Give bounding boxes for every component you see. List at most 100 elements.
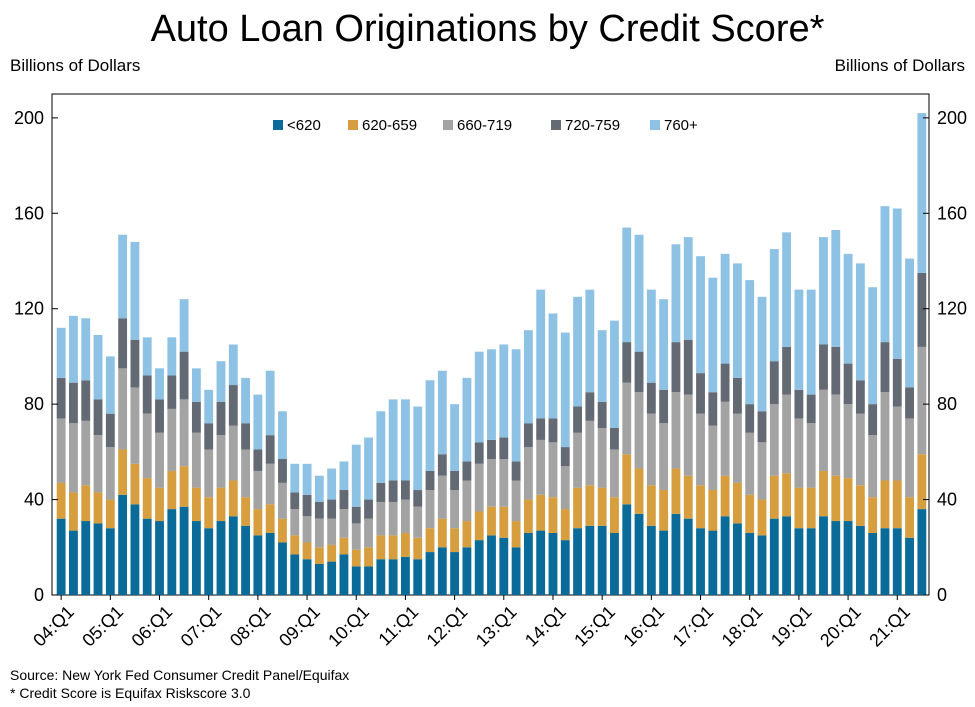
bar-segment-06-Q2-s4: [167, 337, 177, 376]
legend: <620 620-659 660-719 720-759 760+: [273, 117, 698, 134]
bar-segment-16-Q2-s1: [659, 490, 669, 531]
bar-segment-09-Q1-s0: [302, 559, 312, 595]
y-tick-label-right: 200: [937, 108, 967, 128]
legend-label-4: 760+: [664, 117, 698, 134]
bar-segment-05-Q1-s4: [105, 356, 115, 414]
bar-segment-20-Q4-s3: [880, 342, 890, 393]
bar-segment-12-Q2-s0: [462, 547, 472, 595]
bar-segment-08-Q1-s1: [253, 509, 263, 536]
bar-segment-12-Q3-s0: [474, 540, 484, 595]
bar-segment-11-Q1-s0: [401, 556, 410, 595]
bar-segment-10-Q3-s3: [376, 482, 386, 502]
bar-segment-04-Q3-s0: [81, 521, 91, 595]
bar-segment-04-Q1-s2: [56, 418, 66, 483]
bar-segment-11-Q2-s4: [413, 406, 423, 491]
x-tick-label: 19:Q1: [767, 602, 816, 651]
source-note: Source: New York Fed Consumer Credit Pan…: [10, 667, 350, 683]
bar-segment-12-Q2-s1: [462, 521, 472, 548]
bar-segment-20-Q4-s0: [880, 528, 890, 595]
bar-segment-05-Q4-s4: [142, 337, 152, 376]
bar-segment-20-Q1-s1: [843, 478, 853, 522]
bar-segment-20-Q1-s3: [843, 363, 853, 405]
bar-segment-21-Q2-s2: [905, 418, 914, 498]
bar-segment-19-Q4-s2: [831, 394, 841, 476]
bar-segment-20-Q4-s2: [880, 392, 890, 481]
bar-segment-13-Q2-s3: [511, 461, 521, 481]
bar-segment-06-Q4-s3: [191, 401, 201, 433]
bar-segment-17-Q2-s1: [708, 490, 718, 531]
bar-segment-21-Q3-s2: [917, 346, 927, 455]
x-tick-label: 14:Q1: [521, 602, 570, 651]
bar-segment-09-Q1-s4: [302, 463, 312, 495]
bar-segment-10-Q2-s1: [364, 547, 373, 567]
bar-segment-08-Q4-s3: [290, 492, 300, 510]
bar-segment-07-Q1-s3: [204, 423, 214, 450]
x-tick-label: 17:Q1: [669, 602, 718, 651]
bar-segment-14-Q3-s2: [573, 432, 582, 488]
bar-segment-08-Q1-s2: [253, 470, 263, 510]
x-tick-label: 09:Q1: [275, 602, 324, 651]
bar-segment-08-Q1-s4: [253, 394, 263, 450]
y-tick-label-left: 160: [14, 203, 44, 223]
bar-segment-12-Q4-s3: [487, 439, 496, 460]
bar-segment-16-Q2-s3: [659, 389, 669, 424]
bar-segment-04-Q4-s0: [93, 523, 103, 595]
bar-segment-09-Q2-s2: [314, 518, 324, 548]
legend-label-0: <620: [287, 117, 321, 134]
bar-segment-20-Q3-s3: [868, 404, 878, 436]
bar-segment-08-Q2-s4: [265, 370, 275, 436]
bar-segment-07-Q3-s1: [228, 480, 238, 517]
legend-swatch-2: [443, 120, 453, 130]
bar-segment-18-Q4-s2: [782, 394, 792, 474]
bar-segment-14-Q3-s1: [573, 487, 582, 529]
bar-segment-04-Q3-s1: [81, 485, 91, 522]
bar-segment-16-Q3-s2: [671, 392, 681, 469]
bar-segment-06-Q4-s1: [191, 487, 201, 522]
bar-segment-14-Q2-s4: [560, 332, 570, 448]
bars-layer: [56, 113, 927, 595]
bar-segment-17-Q4-s4: [732, 263, 742, 378]
bar-segment-05-Q3-s0: [130, 504, 140, 595]
bar-segment-10-Q3-s1: [376, 535, 386, 560]
bar-segment-07-Q4-s4: [241, 377, 251, 424]
bar-segment-19-Q4-s0: [831, 521, 841, 595]
bar-segment-16-Q4-s1: [683, 475, 693, 519]
legend-label-1: 620-659: [362, 117, 417, 134]
bar-segment-08-Q4-s1: [290, 535, 300, 555]
bar-segment-20-Q3-s0: [868, 532, 878, 595]
bar-segment-04-Q2-s0: [69, 530, 78, 595]
bar-segment-10-Q1-s2: [351, 523, 361, 550]
bar-segment-04-Q1-s4: [56, 327, 66, 378]
bar-segment-15-Q4-s0: [634, 513, 644, 595]
bar-segment-15-Q3-s1: [622, 454, 632, 505]
bar-segment-17-Q2-s2: [708, 425, 718, 491]
bar-segment-11-Q1-s2: [401, 499, 410, 533]
bar-segment-06-Q2-s1: [167, 470, 177, 510]
y-tick-label-left: 0: [34, 585, 44, 605]
bar-segment-05-Q4-s2: [142, 413, 152, 479]
bar-segment-06-Q3-s1: [179, 466, 189, 507]
bar-segment-04-Q4-s2: [93, 435, 103, 493]
bar-segment-09-Q1-s2: [302, 516, 312, 543]
bar-segment-12-Q2-s3: [462, 461, 472, 481]
y-tick-label-left: 40: [24, 490, 44, 510]
bar-segment-06-Q3-s2: [179, 399, 189, 467]
bar-segment-04-Q2-s3: [69, 382, 78, 424]
bar-segment-11-Q4-s1: [437, 518, 447, 548]
bar-segment-05-Q1-s0: [105, 528, 115, 595]
bar-segment-07-Q2-s2: [216, 435, 226, 488]
bar-segment-07-Q2-s4: [216, 361, 226, 402]
bar-segment-09-Q4-s4: [339, 461, 349, 491]
bar-segment-18-Q1-s3: [745, 404, 755, 433]
bar-segment-21-Q2-s1: [905, 497, 914, 538]
bar-segment-14-Q2-s0: [560, 540, 570, 595]
bar-segment-11-Q3-s2: [425, 490, 435, 529]
y-tick-label-right: 40: [937, 490, 957, 510]
bar-segment-14-Q4-s4: [585, 289, 595, 393]
bar-segment-04-Q1-s1: [56, 482, 66, 519]
bar-segment-13-Q1-s1: [499, 506, 509, 538]
bar-segment-13-Q1-s2: [499, 459, 509, 507]
y-tick-label-right: 120: [937, 299, 967, 319]
bar-segment-04-Q2-s4: [69, 315, 78, 383]
